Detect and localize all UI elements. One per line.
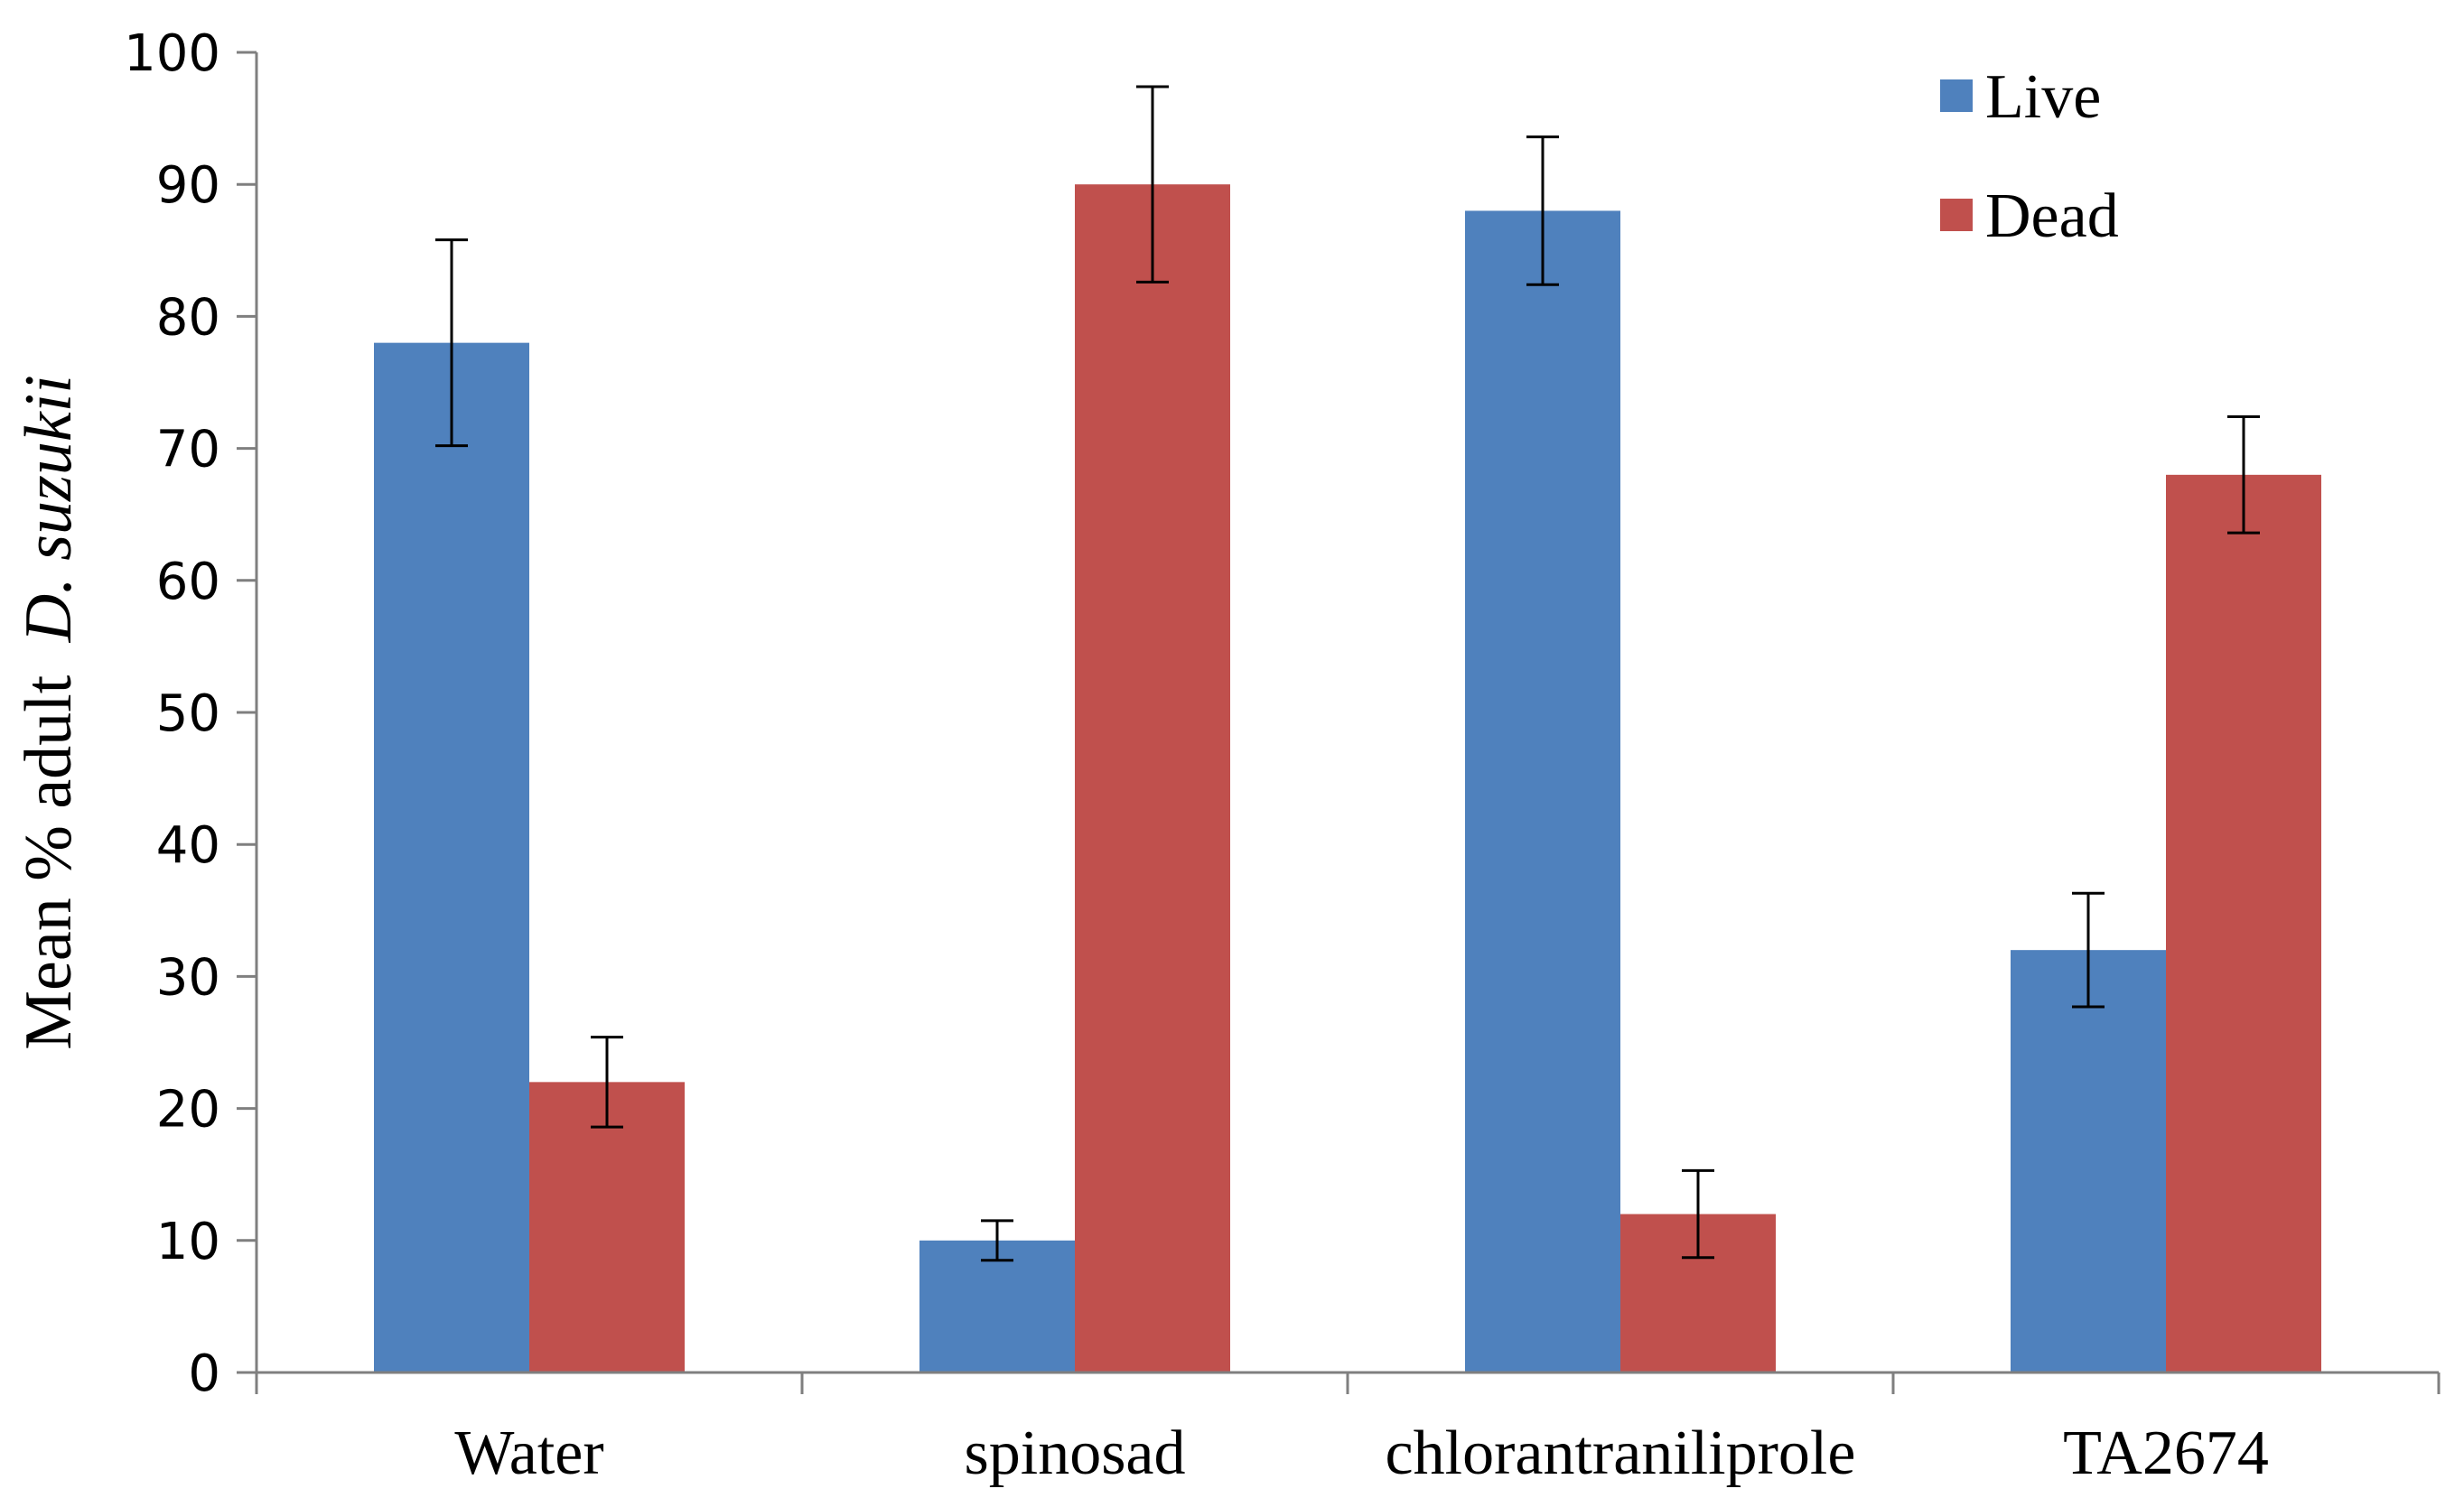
y-tick-label-90: 90	[156, 156, 220, 215]
y-axis-title-species: D. suzukii	[12, 375, 86, 643]
legend-label-dead: Dead	[1985, 181, 2119, 251]
bar-dead-spinosad	[1075, 184, 1230, 1373]
legend: Live Dead	[1940, 62, 2119, 251]
bars-layer	[374, 184, 2321, 1373]
y-tick-label-100: 100	[124, 24, 220, 83]
y-tick-label-70: 70	[156, 421, 220, 479]
y-tick-label-40: 40	[156, 816, 220, 875]
y-tick-label-30: 30	[156, 948, 220, 1007]
axes-layer	[237, 51, 2441, 1394]
bar-live-chlorantraniliprole	[1465, 210, 1620, 1373]
error-bar-dead-ta2674	[2227, 415, 2260, 535]
bar-dead-ta2674	[2166, 474, 2321, 1372]
error-bar-live-spinosad	[981, 1219, 1013, 1262]
bar-dead-water	[529, 1082, 685, 1372]
legend-label-live: Live	[1985, 62, 2101, 132]
error-bar-live-water	[435, 238, 468, 448]
y-tick-label-60: 60	[156, 553, 220, 611]
error-bar-live-chlorantraniliprole	[1526, 135, 1559, 286]
bar-live-ta2674	[2011, 950, 2166, 1372]
y-tick-label-0: 0	[188, 1344, 220, 1403]
legend-swatch-live	[1940, 79, 1973, 112]
legend-item-dead: Dead	[1940, 181, 2119, 251]
y-axis-title-main: Mean % adult	[12, 675, 86, 1050]
labels-layer: Water spinosad chlorantraniliprole TA2674 0 1…	[124, 24, 2269, 1488]
x-tick-label-chlorantraniliprole: chlorantraniliprole	[1386, 1419, 1856, 1488]
x-tick-label-ta2674: TA2674	[2063, 1419, 2269, 1488]
error-bar-dead-chlorantraniliprole	[1682, 1168, 1714, 1260]
bar-live-spinosad	[919, 1240, 1075, 1372]
error-bar-dead-water	[591, 1036, 623, 1129]
y-tick-label-50: 50	[156, 684, 220, 743]
x-tick-label-spinosad: spinosad	[965, 1419, 1186, 1488]
y-tick-label-10: 10	[156, 1213, 220, 1271]
bar-live-water	[374, 342, 529, 1372]
legend-swatch-dead	[1940, 199, 1973, 231]
legend-item-live: Live	[1940, 62, 2101, 132]
error-bar-live-ta2674	[2072, 891, 2105, 1009]
y-tick-label-20: 20	[156, 1081, 220, 1140]
error-bars-layer	[435, 85, 2260, 1262]
error-bar-dead-spinosad	[1136, 85, 1169, 284]
y-axis-title: Mean % adult D. suzukii	[12, 375, 86, 1050]
y-tick-label-80: 80	[156, 288, 220, 347]
x-tick-label-water: Water	[454, 1419, 603, 1488]
